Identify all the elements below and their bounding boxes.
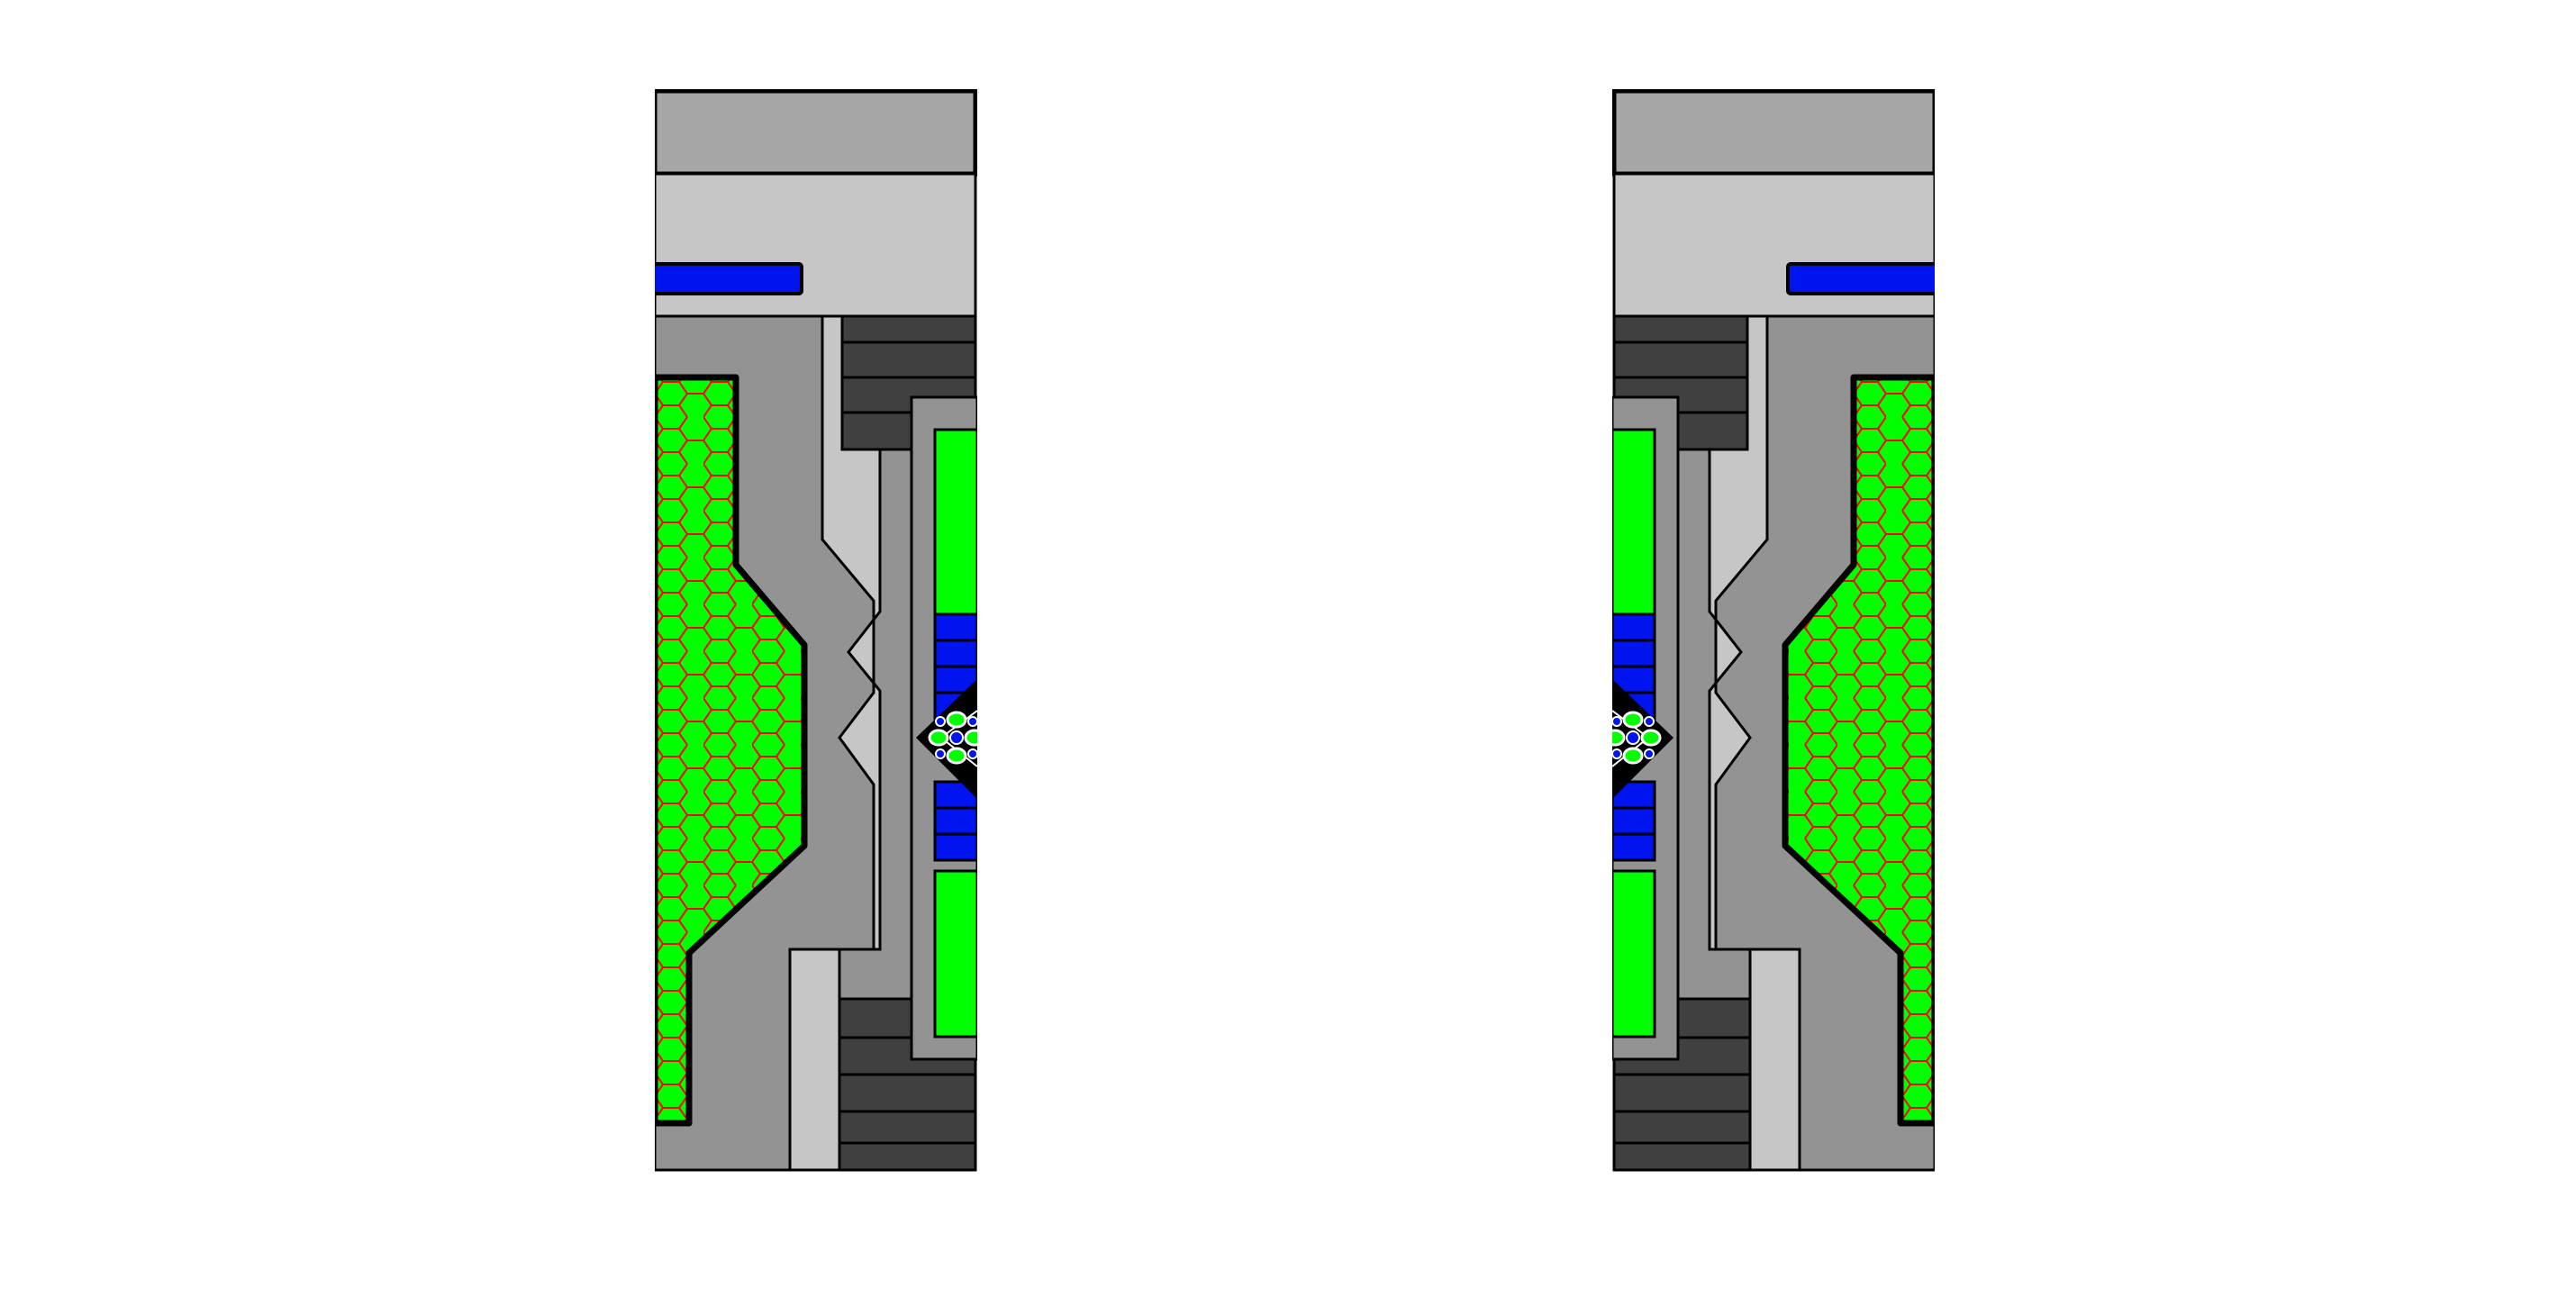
left-machine-panel xyxy=(655,89,977,1172)
emblem-node-3 xyxy=(935,748,946,759)
emblem-leaf-0 xyxy=(1622,711,1644,729)
emblem-leaf-2 xyxy=(1640,729,1662,747)
top-frame-band xyxy=(655,89,977,177)
core-segment-0 xyxy=(933,612,977,642)
top-frame-band xyxy=(1612,89,1935,177)
energy-tube-upper xyxy=(1612,428,1656,616)
conduit-channel xyxy=(1708,314,1801,1172)
quad-leaf-emblem-icon xyxy=(928,711,977,765)
core-segment-1 xyxy=(1612,639,1656,668)
machine-sprite xyxy=(655,89,977,1172)
core-segment-5 xyxy=(933,806,977,836)
emblem-node-0 xyxy=(967,716,977,727)
energy-tube-upper xyxy=(933,428,977,616)
blue-indicator-bar xyxy=(655,262,803,295)
emblem-node-1 xyxy=(935,716,946,727)
emblem-node-3 xyxy=(1644,748,1655,759)
emblem-leaf-1 xyxy=(946,747,967,765)
conduit-channel xyxy=(788,314,882,1172)
emblem-leaf-3 xyxy=(964,729,977,747)
energy-tube-lower xyxy=(1612,869,1656,1039)
core-segment-6 xyxy=(1612,832,1656,862)
core-segment-0 xyxy=(1612,612,1656,642)
emblem-leaf-1 xyxy=(1622,747,1644,765)
emblem-node-0 xyxy=(1612,716,1622,727)
quad-leaf-emblem-icon xyxy=(1612,711,1662,765)
core-segment-1 xyxy=(933,639,977,668)
emblem-leaf-3 xyxy=(1612,729,1626,747)
energy-tube-lower xyxy=(933,869,977,1039)
hex-reactor-panel xyxy=(655,374,808,1127)
core-segment-5 xyxy=(1612,806,1656,836)
machine-sprite-mirrored xyxy=(1612,89,1935,1172)
emblem-leaf-2 xyxy=(928,729,949,747)
emblem-center xyxy=(1626,730,1640,745)
emblem-node-1 xyxy=(1644,716,1655,727)
blue-indicator-bar xyxy=(1786,262,1935,295)
emblem-node-2 xyxy=(967,748,977,759)
emblem-node-2 xyxy=(1612,748,1622,759)
hex-reactor-panel xyxy=(1782,374,1935,1127)
emblem-leaf-0 xyxy=(946,711,967,729)
core-segment-6 xyxy=(933,832,977,862)
emblem-center xyxy=(949,730,964,745)
right-machine-panel xyxy=(1612,89,1935,1172)
